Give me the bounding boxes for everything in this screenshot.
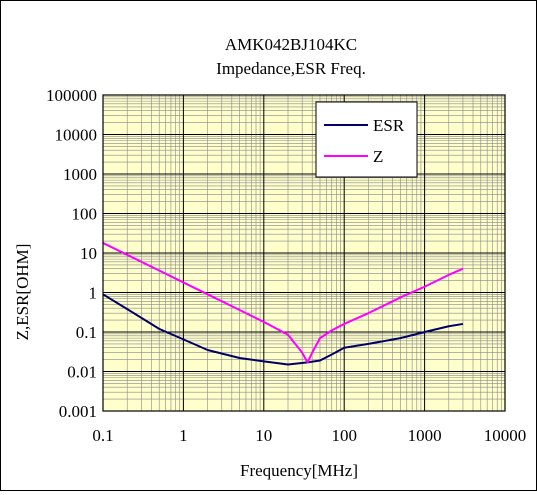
chart-title-line2: Impedance,ESR Freq. <box>216 59 366 78</box>
series-line-z <box>102 242 464 364</box>
legend: ESR Z <box>315 101 418 178</box>
plot-border <box>102 94 506 412</box>
y-tick-label: 0.001 <box>59 402 97 421</box>
legend-z-label: Z <box>373 147 383 166</box>
x-tick-label: 1000 <box>408 426 442 445</box>
y-tick-label: 100000 <box>46 86 97 105</box>
y-tick-label: 10 <box>80 244 97 263</box>
x-axis-label: Frequency[MHz] <box>240 461 358 480</box>
legend-esr-label: ESR <box>373 116 405 135</box>
x-tick-label: 10000 <box>484 426 527 445</box>
y-tick-label: 100 <box>72 205 98 224</box>
x-tick-label: 100 <box>331 426 357 445</box>
y-tick-label: 10000 <box>55 126 98 145</box>
y-tick-label: 0.01 <box>67 363 97 382</box>
y-tick-label: 1000 <box>63 165 97 184</box>
legend-box <box>315 101 418 178</box>
x-tick-label: 10 <box>255 426 272 445</box>
y-tick-label: 0.1 <box>76 323 97 342</box>
x-tick-label: 1 <box>179 426 188 445</box>
y-axis-label: Z,ESR[OHM] <box>13 244 32 341</box>
chart-title-line1: AMK042BJ104KC <box>225 35 357 54</box>
x-tick-label: 0.1 <box>92 426 113 445</box>
y-tick-label: 1 <box>89 284 98 303</box>
